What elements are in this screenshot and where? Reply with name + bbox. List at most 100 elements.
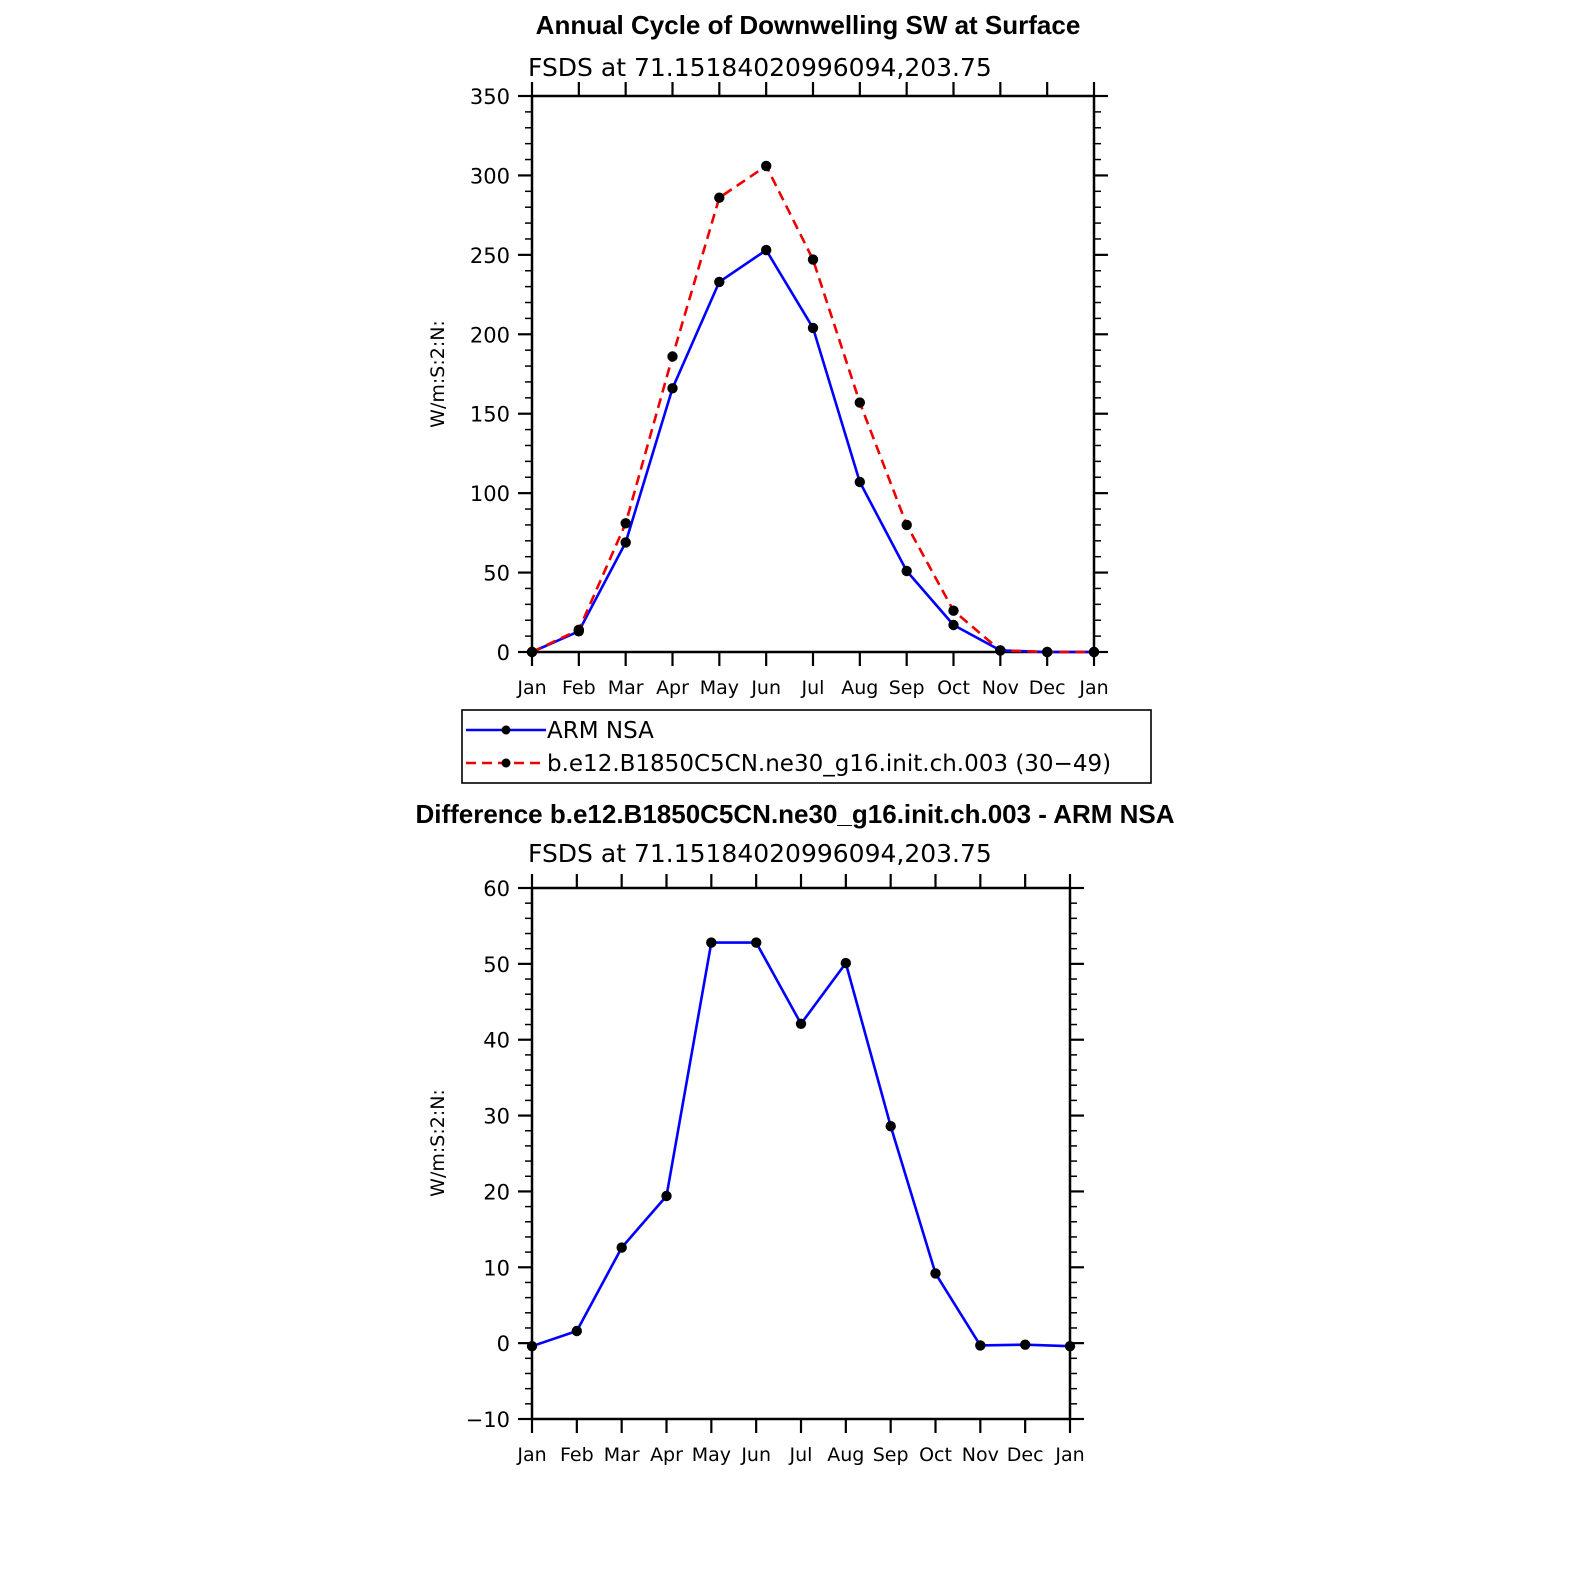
- annual-cycle-x-tick-label: Jun: [750, 677, 781, 699]
- difference-x-tick-label: Jan: [516, 1444, 546, 1466]
- difference-x-tick-label: Sep: [873, 1444, 909, 1466]
- difference-y-tick-label: 20: [483, 1180, 510, 1204]
- difference-x-tick-label: Mar: [604, 1444, 640, 1466]
- difference-y-tick-label: 50: [483, 953, 510, 977]
- annual-cycle-subtitle: FSDS at 71.15184020996094,203.75: [528, 53, 992, 82]
- annual-cycle-y-tick-label: 50: [483, 562, 510, 586]
- annual-cycle-x-tick-label: Mar: [608, 677, 644, 699]
- annual-cycle-series-1-point: [901, 519, 912, 531]
- difference-x-tick-label: Dec: [1007, 1444, 1044, 1466]
- annual-cycle-series-0-point: [761, 244, 772, 256]
- annual-cycle-x-tick-label: Jan: [1078, 677, 1108, 699]
- annual-cycle-series: [526, 160, 1100, 658]
- difference-x-tick-label: Jul: [789, 1444, 813, 1466]
- annual-cycle-series-1-point: [807, 254, 819, 265]
- annual-cycle-x-tick-label: Apr: [656, 677, 689, 699]
- annual-cycle-y-tick-label: 350: [470, 85, 510, 109]
- legend-box: [461, 709, 1152, 784]
- difference-series-0-point: [840, 957, 851, 969]
- annual-cycle-series-1-point: [1088, 646, 1100, 658]
- annual-cycle-series-1-point: [854, 397, 865, 408]
- difference-series-0-point: [975, 1340, 986, 1351]
- difference-axes: −10 0 10 20 30 40 50 60 Jan Feb Mar Apr May Jun Jul Aug…: [466, 874, 1085, 1466]
- legend-model-marker: [501, 758, 511, 768]
- annual-cycle-panel: Annual Cycle of Downwelling SW at Surfac…: [427, 10, 1109, 699]
- annual-cycle-series-1-point: [714, 192, 725, 203]
- annual-cycle-y-tick-label: 100: [470, 482, 510, 506]
- annual-cycle-x-tick-label: Jul: [801, 677, 825, 699]
- difference-series-0-point: [616, 1242, 627, 1253]
- annual-cycle-y-tick-label: 300: [470, 164, 510, 188]
- annual-cycle-x-tick-label: Oct: [937, 677, 970, 699]
- difference-y-tick-label: 0: [497, 1332, 510, 1356]
- annual-cycle-series-0-line: [531, 248, 1094, 654]
- annual-cycle-series-0-point: [901, 565, 912, 577]
- annual-cycle-y-tick-label: 150: [470, 403, 510, 427]
- difference-plot-frame: [530, 886, 1072, 1421]
- annual-cycle-series-0-point: [948, 619, 959, 631]
- difference-y-tick-label: 10: [483, 1256, 510, 1280]
- difference-x-tick-label: Jun: [740, 1444, 771, 1466]
- legend: ARM NSA b.e12.B1850C5CN.ne30_g16.init.ch…: [461, 709, 1152, 784]
- difference-y-tick-label: −10: [466, 1408, 510, 1432]
- annual-cycle-series-0-point: [620, 537, 631, 548]
- annual-cycle-x-tick-label: Dec: [1029, 677, 1066, 699]
- annual-cycle-x-tick-label: Aug: [841, 677, 878, 699]
- annual-cycle-series-1-point: [667, 351, 678, 362]
- difference-series-0-point: [885, 1121, 896, 1132]
- annual-cycle-x-tick-label: Feb: [562, 677, 596, 699]
- legend-obs-label: ARM NSA: [547, 718, 654, 744]
- difference-subtitle: FSDS at 71.15184020996094,203.75: [528, 839, 992, 868]
- annual-cycle-series-1-point: [761, 160, 772, 172]
- annual-cycle-x-tick-label: Nov: [982, 677, 1019, 699]
- annual-cycle-series-1-point: [948, 605, 959, 616]
- annual-cycle-series-1-point: [620, 518, 631, 529]
- annual-cycle-plot-frame: [530, 94, 1096, 654]
- annual-cycle-axes: 0 50 100 150 200 250 300 350 Jan Feb Mar Apr May Jun J…: [470, 82, 1109, 699]
- difference-series-0-point: [930, 1268, 941, 1279]
- difference-series-0-point: [1019, 1339, 1031, 1350]
- difference-y-tick-label: 40: [483, 1029, 510, 1053]
- difference-y-axis-label: W/m:S:2:N:: [427, 1089, 449, 1197]
- annual-cycle-series-0-point: [714, 276, 725, 288]
- difference-x-tick-label: Nov: [962, 1444, 999, 1466]
- difference-x-tick-label: Oct: [919, 1444, 952, 1466]
- annual-cycle-y-axis-label: W/m:S:2:N:: [427, 320, 449, 428]
- difference-series-0-point: [1064, 1341, 1076, 1352]
- annual-cycle-x-tick-label: Jan: [516, 677, 546, 699]
- difference-series: [526, 937, 1076, 1352]
- annual-cycle-x-tick-label: May: [700, 677, 739, 699]
- difference-series-0-point: [526, 1341, 538, 1352]
- legend-obs-marker: [501, 725, 511, 735]
- annual-cycle-series-1-point: [526, 646, 538, 658]
- annual-cycle-y-tick-label: 200: [470, 323, 510, 347]
- difference-y-tick-label: 60: [483, 877, 510, 901]
- difference-x-tick-label: Aug: [827, 1444, 864, 1466]
- annual-cycle-title: Annual Cycle of Downwelling SW at Surfac…: [536, 10, 1081, 40]
- annual-cycle-series-0-point: [854, 476, 865, 488]
- difference-x-tick-label: Apr: [650, 1444, 683, 1466]
- difference-x-tick-label: Feb: [560, 1444, 594, 1466]
- difference-series-0-point: [571, 1325, 582, 1337]
- difference-series-0-point: [751, 937, 762, 948]
- annual-cycle-series-1-point: [1042, 646, 1053, 658]
- annual-cycle-series-0-point: [667, 383, 678, 394]
- difference-series-0-point: [661, 1190, 672, 1202]
- annual-cycle-series-1-line: [531, 164, 1094, 654]
- difference-y-tick-label: 30: [483, 1105, 510, 1129]
- annual-cycle-y-tick-label: 0: [497, 641, 510, 665]
- difference-panel: Difference b.e12.B1850C5CN.ne30_g16.init…: [415, 799, 1174, 1466]
- difference-title: Difference b.e12.B1850C5CN.ne30_g16.init…: [415, 799, 1174, 829]
- legend-model-label: b.e12.B1850C5CN.ne30_g16.init.ch.003 (30…: [547, 751, 1111, 777]
- difference-series-0-point: [795, 1018, 807, 1029]
- annual-cycle-y-tick-label: 250: [470, 244, 510, 268]
- annual-cycle-series-1-point: [573, 624, 584, 635]
- annual-cycle-series-0-point: [807, 322, 819, 334]
- difference-series-0-point: [706, 937, 717, 948]
- difference-x-tick-label: Jan: [1054, 1444, 1084, 1466]
- difference-series-0-line: [531, 941, 1071, 1348]
- annual-cycle-x-tick-label: Sep: [889, 677, 925, 699]
- annual-cycle-series-1-point: [995, 645, 1006, 656]
